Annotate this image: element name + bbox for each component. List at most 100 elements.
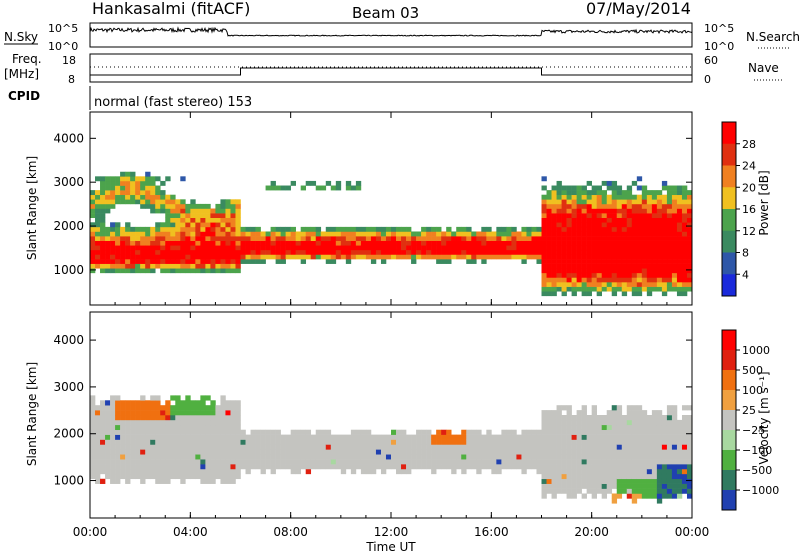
velocity-cell xyxy=(611,419,618,426)
velocity-cell xyxy=(646,464,653,470)
velocity-cell xyxy=(686,459,693,465)
power-cell xyxy=(641,226,648,232)
power-cell xyxy=(320,240,327,246)
velocity-cell xyxy=(671,439,678,445)
power-cell xyxy=(110,185,116,191)
power-cell xyxy=(656,199,663,205)
power-cell xyxy=(571,199,577,205)
velocity-cell xyxy=(536,468,542,475)
power-cell xyxy=(110,222,116,228)
power-cell xyxy=(275,249,281,255)
power-cell xyxy=(606,249,613,255)
power-cell xyxy=(591,268,597,274)
power-cell xyxy=(551,208,557,214)
power-cell xyxy=(380,259,387,264)
velocity-cell xyxy=(165,419,171,426)
velocity-cell xyxy=(611,444,618,450)
velocity-cell xyxy=(646,488,653,494)
power-cell xyxy=(110,190,116,196)
velocity-cell xyxy=(380,434,387,440)
velocity-cell xyxy=(125,424,131,431)
velocity-cell xyxy=(491,434,497,440)
velocity-cell xyxy=(556,468,562,475)
velocity-heatmap xyxy=(90,395,693,504)
velocity-cell xyxy=(180,419,186,426)
velocity-cell xyxy=(656,454,663,460)
velocity-cell xyxy=(265,444,271,450)
velocity-cell xyxy=(491,449,497,455)
power-cell xyxy=(345,226,352,232)
velocity-cell xyxy=(200,395,206,401)
velocity-cell xyxy=(110,415,116,421)
velocity-cell xyxy=(310,454,317,460)
power-cell xyxy=(305,226,312,232)
power-cell xyxy=(686,236,693,241)
power-cell xyxy=(641,203,648,209)
velocity-cell xyxy=(300,434,307,440)
velocity-cell xyxy=(631,493,638,499)
power-cell xyxy=(385,231,392,237)
velocity-cell xyxy=(666,415,673,421)
power-cell xyxy=(340,249,347,255)
power-cell xyxy=(175,249,181,255)
power-cell xyxy=(601,208,608,214)
power-cell xyxy=(591,249,597,255)
power-cell xyxy=(135,231,141,237)
power-cell xyxy=(541,272,547,278)
power-cell xyxy=(571,277,577,283)
power-cell xyxy=(416,240,422,246)
power-cell xyxy=(661,203,668,209)
velocity-cell xyxy=(561,439,567,445)
velocity-cell xyxy=(466,429,472,435)
power-cell xyxy=(686,217,693,223)
power-cell xyxy=(210,263,216,269)
power-cell xyxy=(220,203,226,209)
velocity-cell xyxy=(561,424,567,431)
power-cell xyxy=(451,240,457,246)
power-cell xyxy=(215,245,221,251)
velocity-cell xyxy=(566,483,572,489)
power-cell xyxy=(491,254,497,260)
velocity-cell xyxy=(170,419,176,426)
power-cell xyxy=(581,203,587,209)
power-cell xyxy=(671,222,678,228)
power-cell xyxy=(526,240,532,246)
power-cell xyxy=(100,240,106,246)
power-cell xyxy=(606,203,613,209)
power-cell xyxy=(220,222,226,228)
velocity-cell xyxy=(155,444,161,450)
power-cell xyxy=(611,208,618,214)
velocity-cell xyxy=(561,483,567,489)
velocity-cell xyxy=(601,468,608,475)
power-cell xyxy=(561,249,567,255)
power-cell xyxy=(666,286,673,292)
power-cell xyxy=(641,213,648,218)
power-cell xyxy=(651,226,658,232)
power-cell xyxy=(446,240,452,246)
power-cell xyxy=(130,194,136,200)
velocity-cell xyxy=(586,488,592,494)
power-cell xyxy=(631,291,638,297)
power-cell xyxy=(611,190,618,196)
velocity-cell xyxy=(255,459,261,465)
velocity-cell xyxy=(491,464,497,470)
velocity-cell xyxy=(205,468,211,475)
velocity-cell xyxy=(105,434,111,440)
velocity-cell xyxy=(345,449,352,455)
power-cell xyxy=(215,236,221,241)
velocity-cell xyxy=(521,454,527,460)
power-cell xyxy=(205,259,211,264)
velocity-cell xyxy=(581,444,587,450)
velocity-cell xyxy=(606,478,613,484)
power-cell xyxy=(230,259,236,264)
power-cell xyxy=(681,217,688,223)
power-cell xyxy=(125,240,131,246)
velocity-cell xyxy=(611,415,618,421)
velocity-cell xyxy=(686,429,693,435)
velocity-cell xyxy=(551,410,557,416)
velocity-cell xyxy=(541,424,547,431)
power-cell xyxy=(596,291,602,297)
velocity-cell xyxy=(426,454,432,460)
power-cell xyxy=(315,226,322,232)
power-cell xyxy=(205,217,211,223)
